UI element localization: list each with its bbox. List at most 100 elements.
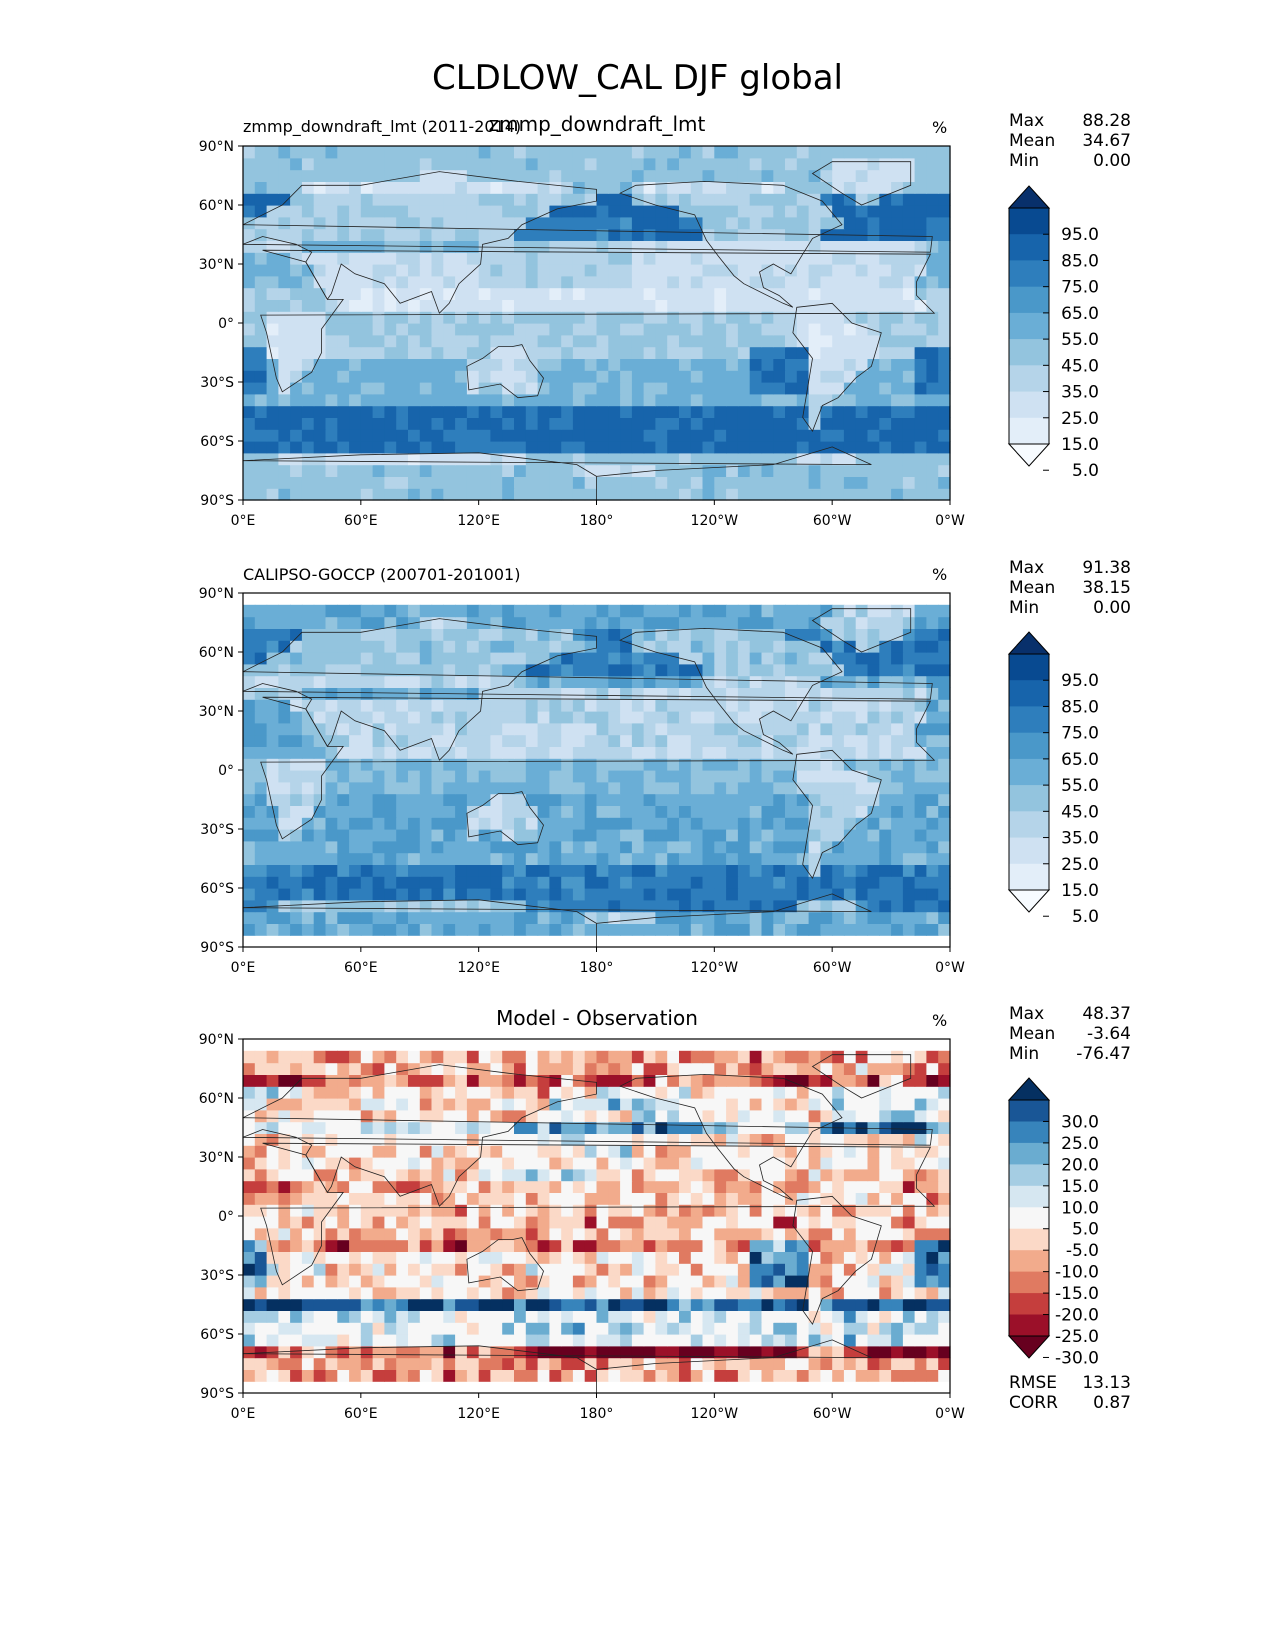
map-cell <box>490 488 503 501</box>
map-cell <box>243 1369 256 1382</box>
map-cell <box>726 370 739 383</box>
map-cell <box>737 452 751 466</box>
map-cell <box>914 1109 927 1123</box>
map-cell <box>337 1322 350 1335</box>
map-cell <box>902 1345 916 1359</box>
map-cell <box>254 793 268 806</box>
map-cell <box>466 640 480 653</box>
map-cell <box>867 1216 880 1229</box>
map-cell <box>926 1334 939 1347</box>
map-cell <box>832 604 845 618</box>
map-cell <box>714 1239 727 1252</box>
map-cell <box>337 781 350 795</box>
map-cell <box>478 441 492 454</box>
map-cell <box>773 1275 786 1288</box>
map-cell <box>796 616 810 629</box>
map-cell <box>396 864 409 877</box>
map-cell <box>301 311 315 324</box>
map-cell <box>537 287 550 300</box>
map-cell <box>891 604 904 618</box>
map-cell <box>761 628 774 641</box>
map-cell <box>773 1369 786 1382</box>
map-cell <box>455 923 468 936</box>
map-cell <box>643 711 656 724</box>
map-cell <box>655 275 668 289</box>
map-cell <box>690 1275 704 1288</box>
map-cell <box>290 311 303 324</box>
map-cell <box>360 405 374 418</box>
map-cell <box>796 604 810 618</box>
map-cell <box>313 687 327 700</box>
map-cell <box>714 1192 727 1205</box>
map-cell <box>301 770 315 783</box>
map-cell <box>278 275 291 289</box>
map-cell <box>478 334 492 348</box>
map-cell <box>902 488 916 501</box>
map-cell <box>490 1168 503 1182</box>
map-cell <box>749 1216 763 1229</box>
map-cell <box>502 1286 515 1300</box>
map-cell <box>631 1369 645 1382</box>
map-cell <box>325 228 338 241</box>
map-cell <box>938 346 951 359</box>
map-cell <box>301 275 315 289</box>
map-cell <box>773 228 786 241</box>
map-cell <box>384 1345 397 1359</box>
map-cell <box>514 1322 527 1335</box>
map-cell <box>419 899 433 913</box>
map-cell <box>737 240 751 253</box>
map-cell <box>667 488 680 501</box>
map-cell <box>832 405 845 418</box>
map-cell <box>266 1227 279 1241</box>
map-cell <box>820 628 833 641</box>
map-cell <box>408 852 421 865</box>
map-cell <box>855 287 869 300</box>
map-cell <box>667 1098 680 1111</box>
map-cell <box>832 652 845 665</box>
map-cell <box>690 734 704 747</box>
map-cell <box>761 429 774 442</box>
map-cell <box>796 746 810 759</box>
map-cell <box>679 888 692 901</box>
map-cell <box>926 346 939 359</box>
map-cell <box>631 358 645 371</box>
map-cell <box>561 864 574 877</box>
map-cell <box>879 169 892 182</box>
map-cell <box>867 334 880 348</box>
map-cell <box>679 604 692 618</box>
map-cell <box>561 216 574 230</box>
map-cell <box>867 1357 880 1370</box>
map-cell <box>867 1145 880 1158</box>
map-cell <box>478 888 492 901</box>
map-cell <box>584 722 598 736</box>
map-cell <box>643 687 656 700</box>
map-cell <box>749 1334 763 1347</box>
map-cell <box>549 722 562 736</box>
map-cell <box>785 1310 798 1323</box>
map-cell <box>549 640 562 653</box>
map-cell <box>349 334 362 348</box>
map-cell <box>408 699 421 712</box>
map-cell <box>761 1334 774 1347</box>
map-cell <box>278 817 291 830</box>
map-cell <box>773 1133 786 1146</box>
map-cell <box>290 652 303 665</box>
map-cell <box>749 699 763 712</box>
map-cell <box>384 441 397 454</box>
map-cell <box>278 1239 291 1252</box>
map-cell <box>796 169 810 182</box>
map-cell <box>938 640 951 653</box>
map-cell <box>561 452 574 466</box>
map-cell <box>408 781 421 795</box>
map-cell <box>702 817 715 830</box>
map-cell <box>620 370 633 383</box>
map-cell <box>714 852 727 865</box>
map-cell <box>879 1145 892 1158</box>
map-cell <box>737 299 751 312</box>
map-cell <box>490 687 503 700</box>
map-cell <box>879 793 892 806</box>
map-cell <box>914 888 927 901</box>
map-cell <box>749 157 763 171</box>
map-cell <box>254 1157 268 1170</box>
map-cell <box>808 1168 821 1182</box>
